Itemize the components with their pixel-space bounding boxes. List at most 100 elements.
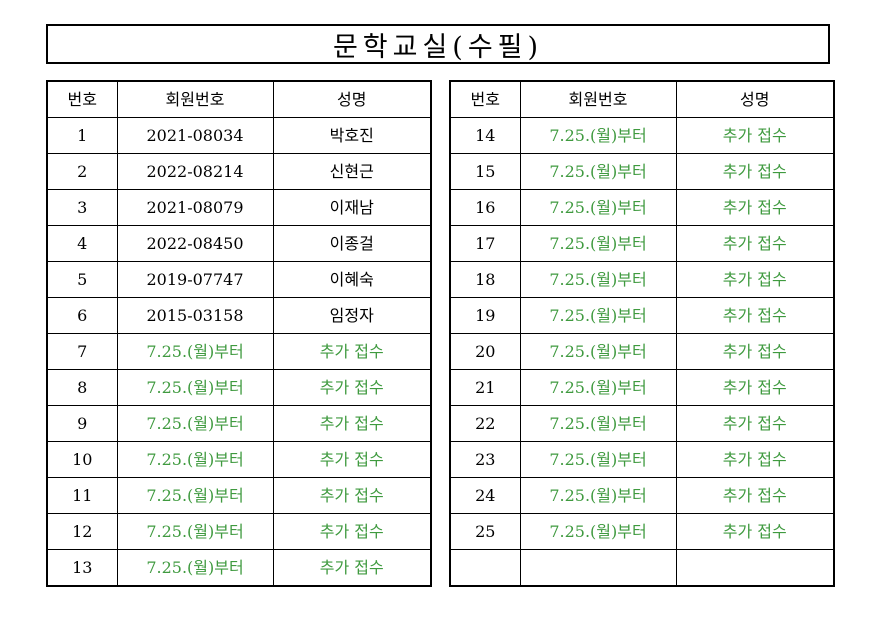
member-name-cell: 추가 접수: [675, 405, 835, 442]
row-number: 11: [46, 477, 118, 514]
member-name-cell: 신현근: [272, 153, 432, 190]
member-id-cell: 2022-08214: [116, 153, 274, 190]
header-name: 성명: [272, 80, 432, 118]
member-name-cell: 추가 접수: [272, 549, 432, 587]
member-name-cell: 추가 접수: [272, 477, 432, 514]
table-header: 번호 회원번호 성명: [449, 80, 835, 118]
member-id-cell: 7.25.(월)부터: [116, 333, 274, 370]
member-name-cell: 추가 접수: [675, 477, 835, 514]
row-number: 6: [46, 297, 118, 334]
header-row: 번호 회원번호 성명: [46, 80, 432, 118]
member-id-cell: 2021-08079: [116, 189, 274, 226]
member-id-cell: 7.25.(월)부터: [116, 441, 274, 478]
member-name-cell: 추가 접수: [675, 297, 835, 334]
member-name-cell: 추가 접수: [675, 117, 835, 154]
table-row: 24 7.25.(월)부터 추가 접수: [449, 477, 835, 514]
row-number: 24: [449, 477, 521, 514]
member-id-cell: [519, 549, 677, 587]
header-member-id: 회원번호: [519, 80, 677, 118]
member-name-cell: 이혜숙: [272, 261, 432, 298]
member-id-cell: 2019-07747: [116, 261, 274, 298]
member-name-cell: 추가 접수: [272, 513, 432, 550]
header-number: 번호: [46, 80, 118, 118]
member-id-cell: 2022-08450: [116, 225, 274, 262]
table-row: 9 7.25.(월)부터 추가 접수: [46, 405, 432, 442]
member-id-cell: 7.25.(월)부터: [116, 477, 274, 514]
header-number: 번호: [449, 80, 521, 118]
row-number: 7: [46, 333, 118, 370]
row-number: 21: [449, 369, 521, 406]
member-id-cell: 7.25.(월)부터: [519, 333, 677, 370]
row-number: 5: [46, 261, 118, 298]
table-body: 14 7.25.(월)부터 추가 접수 15 7.25.(월)부터 추가 접수 16 7.25…: [449, 117, 835, 587]
row-number: 10: [46, 441, 118, 478]
member-name-cell: 추가 접수: [675, 225, 835, 262]
member-name-cell: [675, 549, 835, 587]
row-number: 1: [46, 117, 118, 154]
table-row: 11 7.25.(월)부터 추가 접수: [46, 477, 432, 514]
member-name-cell: 이재남: [272, 189, 432, 226]
row-number: 22: [449, 405, 521, 442]
header-row: 번호 회원번호 성명: [449, 80, 835, 118]
member-id-cell: 7.25.(월)부터: [519, 369, 677, 406]
table-row: 20 7.25.(월)부터 추가 접수: [449, 333, 835, 370]
table-body: 1 2021-08034 박호진 2 2022-08214 신현근 3 2021-08079 이…: [46, 117, 432, 587]
member-id-cell: 7.25.(월)부터: [519, 153, 677, 190]
table-row: 2 2022-08214 신현근: [46, 153, 432, 190]
header-member-id: 회원번호: [116, 80, 274, 118]
table-row: 22 7.25.(월)부터 추가 접수: [449, 405, 835, 442]
member-name-cell: 추가 접수: [675, 261, 835, 298]
row-number: 12: [46, 513, 118, 550]
table-row: 15 7.25.(월)부터 추가 접수: [449, 153, 835, 190]
table-header: 번호 회원번호 성명: [46, 80, 432, 118]
table-row: 25 7.25.(월)부터 추가 접수: [449, 513, 835, 550]
row-number: 14: [449, 117, 521, 154]
member-id-cell: 7.25.(월)부터: [519, 405, 677, 442]
row-number: 16: [449, 189, 521, 226]
row-number: 2: [46, 153, 118, 190]
table-row: 6 2015-03158 임정자: [46, 297, 432, 334]
row-number: 15: [449, 153, 521, 190]
member-name-cell: 추가 접수: [675, 189, 835, 226]
member-name-cell: 이종걸: [272, 225, 432, 262]
roster-table-left: 번호 회원번호 성명 1 2021-08034 박호진 2 2022-08214 신현근 3…: [46, 80, 432, 587]
table-row: 17 7.25.(월)부터 추가 접수: [449, 225, 835, 262]
row-number: [449, 549, 521, 587]
member-id-cell: 7.25.(월)부터: [519, 189, 677, 226]
header-name: 성명: [675, 80, 835, 118]
row-number: 19: [449, 297, 521, 334]
member-id-cell: 7.25.(월)부터: [519, 261, 677, 298]
roster-table-right: 번호 회원번호 성명 14 7.25.(월)부터 추가 접수 15 7.25.(월)부터…: [449, 80, 835, 587]
member-name-cell: 추가 접수: [272, 333, 432, 370]
member-name-cell: 추가 접수: [675, 441, 835, 478]
table-row: 18 7.25.(월)부터 추가 접수: [449, 261, 835, 298]
document-title: 문학교실(수필): [46, 24, 830, 64]
member-id-cell: 7.25.(월)부터: [116, 369, 274, 406]
table-row: 23 7.25.(월)부터 추가 접수: [449, 441, 835, 478]
member-id-cell: 7.25.(월)부터: [519, 117, 677, 154]
table-row: 10 7.25.(월)부터 추가 접수: [46, 441, 432, 478]
row-number: 9: [46, 405, 118, 442]
table-row: 19 7.25.(월)부터 추가 접수: [449, 297, 835, 334]
row-number: 17: [449, 225, 521, 262]
table-row: 7 7.25.(월)부터 추가 접수: [46, 333, 432, 370]
row-number: 18: [449, 261, 521, 298]
member-id-cell: 2015-03158: [116, 297, 274, 334]
member-name-cell: 추가 접수: [272, 441, 432, 478]
table-row: 14 7.25.(월)부터 추가 접수: [449, 117, 835, 154]
member-id-cell: 7.25.(월)부터: [519, 297, 677, 334]
member-name-cell: 추가 접수: [675, 333, 835, 370]
member-id-cell: 7.25.(월)부터: [519, 225, 677, 262]
member-name-cell: 추가 접수: [272, 369, 432, 406]
member-name-cell: 추가 접수: [272, 405, 432, 442]
member-id-cell: 7.25.(월)부터: [116, 405, 274, 442]
row-number: 23: [449, 441, 521, 478]
table-row: [449, 549, 835, 587]
table-row: 4 2022-08450 이종걸: [46, 225, 432, 262]
row-number: 4: [46, 225, 118, 262]
member-id-cell: 7.25.(월)부터: [116, 513, 274, 550]
row-number: 3: [46, 189, 118, 226]
table-row: 5 2019-07747 이혜숙: [46, 261, 432, 298]
table-row: 8 7.25.(월)부터 추가 접수: [46, 369, 432, 406]
member-name-cell: 추가 접수: [675, 513, 835, 550]
